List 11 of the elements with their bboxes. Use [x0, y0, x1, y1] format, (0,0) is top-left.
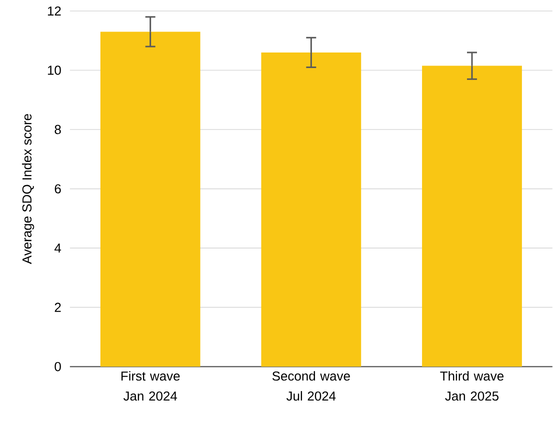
x-tick-label: First wave Jan 2024: [121, 371, 180, 401]
y-tick-label: 8: [54, 125, 61, 134]
y-tick-label: 2: [54, 303, 61, 312]
x-tick-label: Second wave Jul 2024: [272, 371, 350, 401]
y-tick-label: 4: [54, 244, 62, 253]
y-axis-title: Average SDQ Index score: [22, 114, 34, 264]
y-tick-label: 6: [54, 184, 61, 194]
x-tick-label: Third wave Jan 2025: [440, 371, 504, 401]
y-tick-label: 10: [48, 66, 61, 76]
y-tick-label: 0: [54, 362, 61, 372]
y-tick-label: 12: [48, 6, 61, 16]
